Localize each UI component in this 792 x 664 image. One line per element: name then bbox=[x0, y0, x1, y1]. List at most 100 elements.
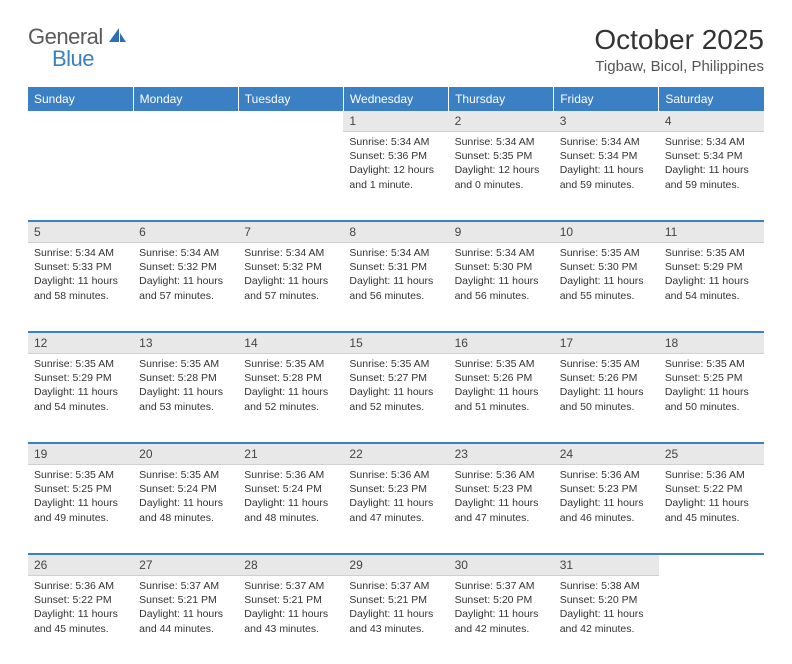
calendar-table: SundayMondayTuesdayWednesdayThursdayFrid… bbox=[28, 87, 764, 664]
day-number: 5 bbox=[28, 222, 133, 243]
day-number: 14 bbox=[238, 333, 343, 354]
day-number: 6 bbox=[133, 222, 238, 243]
sunset-text: Sunset: 5:27 PM bbox=[349, 371, 442, 385]
day-body-row: Sunrise: 5:34 AM Sunset: 5:36 PMDaylight:… bbox=[28, 132, 764, 220]
day-number: 30 bbox=[449, 555, 554, 576]
sunset-text: Sunset: 5:25 PM bbox=[665, 371, 758, 385]
day-number: 3 bbox=[554, 111, 659, 132]
sunset-text: Sunset: 5:22 PM bbox=[34, 593, 127, 607]
sunrise-text: Sunrise: 5:35 AM bbox=[665, 246, 758, 260]
day-body: Sunrise: 5:35 AMSunset: 5:24 PMDaylight:… bbox=[133, 465, 238, 531]
day-body: Sunrise: 5:37 AMSunset: 5:21 PMDaylight:… bbox=[133, 576, 238, 642]
sunset-text: Sunset: 5:24 PM bbox=[139, 482, 232, 496]
day-number: 12 bbox=[28, 333, 133, 354]
day-number: 1 bbox=[343, 111, 448, 132]
sunset-text: Sunset: 5:24 PM bbox=[244, 482, 337, 496]
sunrise-text: Sunrise: 5:36 AM bbox=[244, 468, 337, 482]
sunrise-text: Sunrise: 5:37 AM bbox=[455, 579, 548, 593]
daylight-text: Daylight: 12 hours and 1 minute. bbox=[349, 163, 442, 191]
sunset-text: Sunset: 5:25 PM bbox=[34, 482, 127, 496]
day-number: 28 bbox=[238, 555, 343, 576]
sunset-text: Sunset: 5:21 PM bbox=[244, 593, 337, 607]
day-number: 16 bbox=[449, 333, 554, 354]
day-header: Sunday bbox=[28, 87, 133, 111]
sunset-text: Sunset: 5:33 PM bbox=[34, 260, 127, 274]
day-number: 2 bbox=[449, 111, 554, 132]
sunset-text: Sunset: 5:34 PM bbox=[665, 149, 758, 163]
daylight-text: Daylight: 11 hours and 52 minutes. bbox=[349, 385, 442, 413]
day-number: 23 bbox=[449, 444, 554, 465]
day-body: Sunrise: 5:37 AMSunset: 5:21 PMDaylight:… bbox=[343, 576, 448, 642]
sunset-text: Sunset: 5:21 PM bbox=[349, 593, 442, 607]
sunrise-text: Sunrise: 5:35 AM bbox=[560, 357, 653, 371]
day-header: Saturday bbox=[659, 87, 764, 111]
daylight-text: Daylight: 11 hours and 52 minutes. bbox=[244, 385, 337, 413]
location-text: Tigbaw, Bicol, Philippines bbox=[594, 58, 764, 75]
sunset-text: Sunset: 5:36 PM bbox=[349, 149, 442, 163]
sunrise-text: Sunrise: 5:35 AM bbox=[34, 468, 127, 482]
day-header: Monday bbox=[133, 87, 238, 111]
day-body: Sunrise: 5:36 AMSunset: 5:22 PMDaylight:… bbox=[28, 576, 133, 642]
day-body: Sunrise: 5:35 AMSunset: 5:25 PMDaylight:… bbox=[28, 465, 133, 531]
sunrise-text: Sunrise: 5:37 AM bbox=[349, 579, 442, 593]
sunrise-text: Sunrise: 5:34 AM bbox=[665, 135, 758, 149]
day-body-row: Sunrise: 5:35 AMSunset: 5:25 PMDaylight:… bbox=[28, 465, 764, 553]
sunset-text: Sunset: 5:35 PM bbox=[455, 149, 548, 163]
day-body-row: Sunrise: 5:35 AMSunset: 5:29 PMDaylight:… bbox=[28, 354, 764, 442]
day-body: Sunrise: 5:36 AMSunset: 5:23 PMDaylight:… bbox=[554, 465, 659, 531]
sunrise-text: Sunrise: 5:34 AM bbox=[455, 135, 548, 149]
sunset-text: Sunset: 5:20 PM bbox=[455, 593, 548, 607]
sunset-text: Sunset: 5:32 PM bbox=[139, 260, 232, 274]
day-number-row: 567891011 bbox=[28, 222, 764, 243]
day-body: Sunrise: 5:36 AMSunset: 5:24 PMDaylight:… bbox=[238, 465, 343, 531]
day-number-empty bbox=[133, 111, 238, 117]
day-number: 20 bbox=[133, 444, 238, 465]
logo-blue-wrap: Blue bbox=[28, 46, 94, 72]
day-number: 31 bbox=[554, 555, 659, 576]
daylight-text: Daylight: 11 hours and 54 minutes. bbox=[34, 385, 127, 413]
day-body: Sunrise: 5:35 AMSunset: 5:25 PMDaylight:… bbox=[659, 354, 764, 420]
day-number: 7 bbox=[238, 222, 343, 243]
day-body: Sunrise: 5:38 AMSunset: 5:20 PMDaylight:… bbox=[554, 576, 659, 642]
day-number: 19 bbox=[28, 444, 133, 465]
sunset-text: Sunset: 5:26 PM bbox=[560, 371, 653, 385]
day-number-empty bbox=[659, 555, 764, 561]
day-body: Sunrise: 5:34 AMSunset: 5:33 PMDaylight:… bbox=[28, 243, 133, 309]
day-body: Sunrise: 5:34 AMSunset: 5:32 PMDaylight:… bbox=[238, 243, 343, 309]
sunrise-text: Sunrise: 5:38 AM bbox=[560, 579, 653, 593]
sunset-text: Sunset: 5:29 PM bbox=[34, 371, 127, 385]
daylight-text: Daylight: 11 hours and 53 minutes. bbox=[139, 385, 232, 413]
day-body: Sunrise: 5:36 AMSunset: 5:23 PMDaylight:… bbox=[343, 465, 448, 531]
day-number-row: 1234 bbox=[28, 111, 764, 132]
month-title: October 2025 bbox=[594, 24, 764, 56]
sunset-text: Sunset: 5:28 PM bbox=[139, 371, 232, 385]
day-number: 18 bbox=[659, 333, 764, 354]
sunrise-text: Sunrise: 5:35 AM bbox=[665, 357, 758, 371]
day-number: 15 bbox=[343, 333, 448, 354]
sunrise-text: Sunrise: 5:37 AM bbox=[244, 579, 337, 593]
day-body: Sunrise: 5:35 AMSunset: 5:27 PMDaylight:… bbox=[343, 354, 448, 420]
sunrise-text: Sunrise: 5:36 AM bbox=[349, 468, 442, 482]
sunset-text: Sunset: 5:30 PM bbox=[455, 260, 548, 274]
day-header: Tuesday bbox=[238, 87, 343, 111]
sunrise-text: Sunrise: 5:35 AM bbox=[34, 357, 127, 371]
daylight-text: Daylight: 11 hours and 50 minutes. bbox=[560, 385, 653, 413]
sunrise-text: Sunrise: 5:35 AM bbox=[139, 468, 232, 482]
day-number: 4 bbox=[659, 111, 764, 132]
daylight-text: Daylight: 11 hours and 51 minutes. bbox=[455, 385, 548, 413]
sunrise-text: Sunrise: 5:35 AM bbox=[455, 357, 548, 371]
day-number-row: 262728293031 bbox=[28, 555, 764, 576]
day-number-empty bbox=[238, 111, 343, 117]
day-number: 26 bbox=[28, 555, 133, 576]
day-number-row: 12131415161718 bbox=[28, 333, 764, 354]
daylight-text: Daylight: 11 hours and 56 minutes. bbox=[455, 274, 548, 302]
day-header: Friday bbox=[554, 87, 659, 111]
day-body: Sunrise: 5:36 AMSunset: 5:23 PMDaylight:… bbox=[449, 465, 554, 531]
logo-text-blue: Blue bbox=[52, 46, 94, 71]
day-body: Sunrise: 5:35 AMSunset: 5:29 PMDaylight:… bbox=[28, 354, 133, 420]
day-number: 22 bbox=[343, 444, 448, 465]
sunset-text: Sunset: 5:28 PM bbox=[244, 371, 337, 385]
sunrise-text: Sunrise: 5:37 AM bbox=[139, 579, 232, 593]
day-number: 21 bbox=[238, 444, 343, 465]
sunset-text: Sunset: 5:23 PM bbox=[349, 482, 442, 496]
